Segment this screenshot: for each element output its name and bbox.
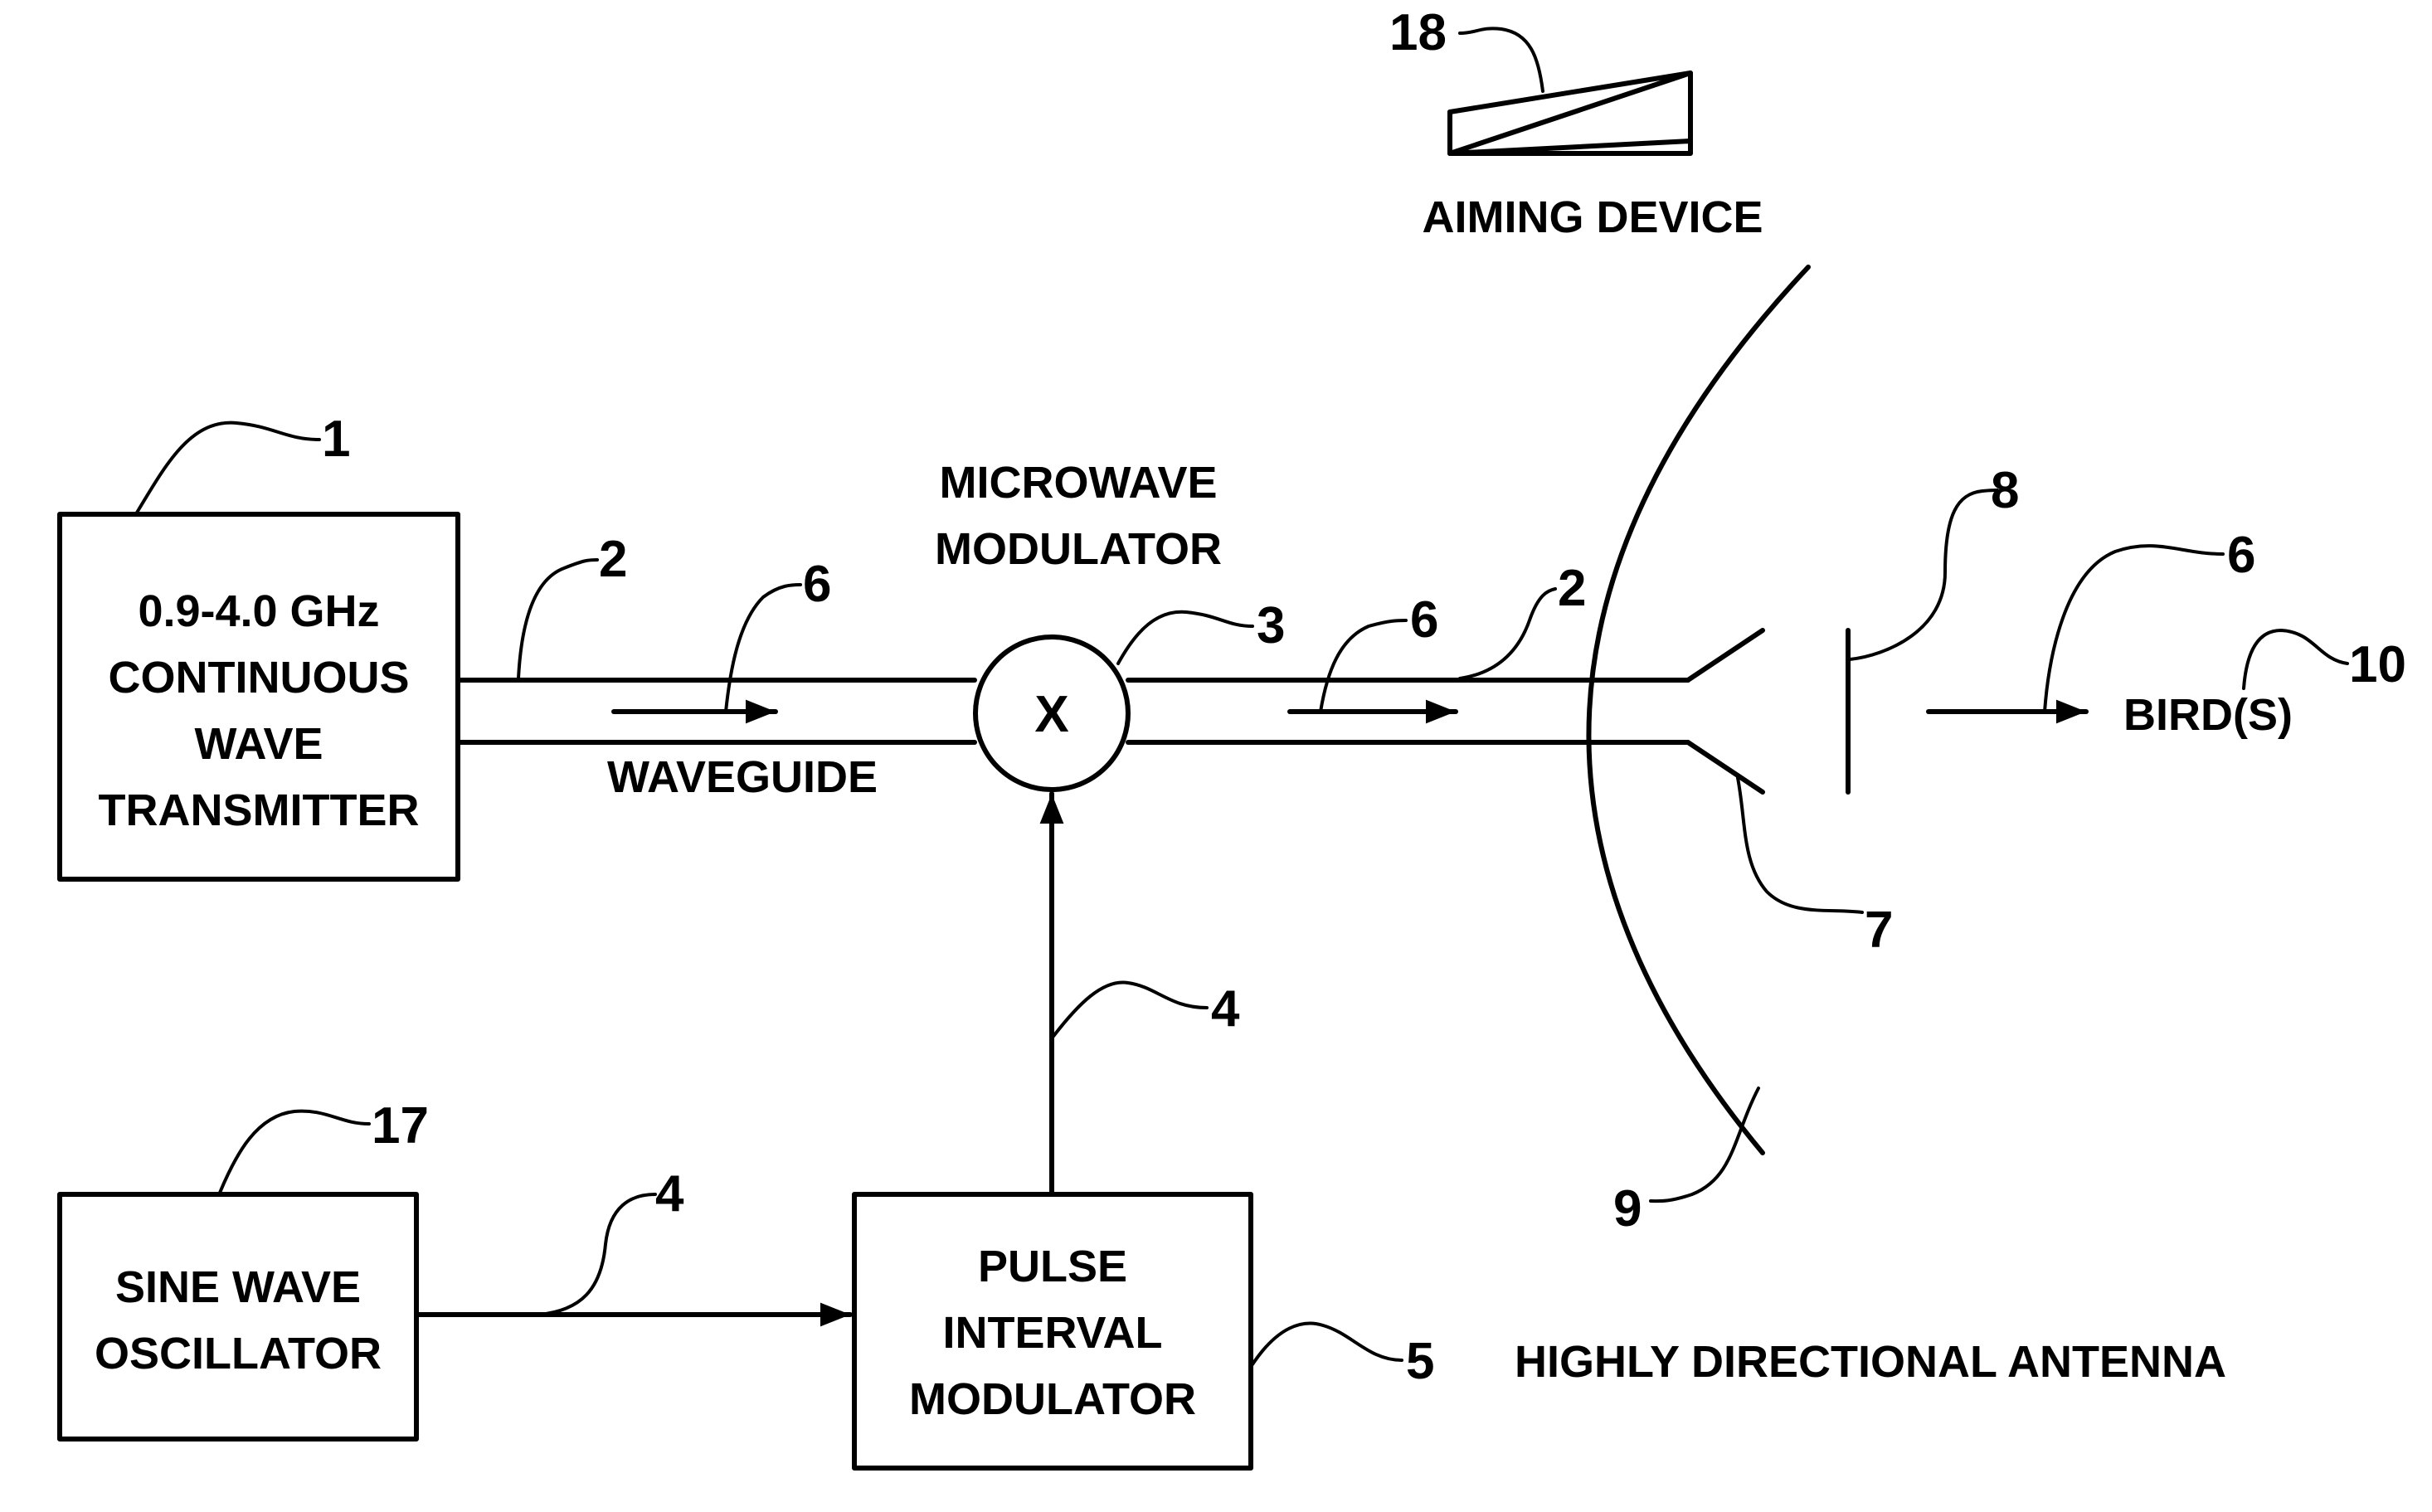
ref-number: 3 — [1257, 597, 1285, 654]
ref-callout-9: 9 — [1613, 1087, 1760, 1237]
ref-number: 5 — [1406, 1333, 1434, 1390]
ref-callout-10: 10 — [2242, 628, 2406, 693]
ref-callout-5: 5 — [1251, 1321, 1434, 1390]
ref-callout-6-output: 6 — [1319, 591, 1438, 713]
oscillator-line-1: SINE WAVE — [115, 1262, 361, 1312]
microwave-modulator: MICROWAVE MODULATOR X — [935, 458, 1222, 792]
transmitter-line-1: 0.9-4.0 GHz — [138, 586, 379, 636]
ref-callout-7: 7 — [1736, 776, 1893, 959]
transmitter-line-2: CONTINUOUS — [109, 653, 410, 703]
ref-number: 7 — [1865, 902, 1893, 959]
transmitter-line-3: WAVE — [194, 719, 323, 769]
ref-number: 18 — [1389, 4, 1447, 61]
oscillator-line-2: OSCILLATOR — [95, 1329, 382, 1378]
transmitter-block: 0.9-4.0 GHz CONTINUOUS WAVE TRANSMITTER — [57, 512, 460, 882]
ref-number: 4 — [655, 1165, 684, 1223]
ref-number: 17 — [372, 1097, 429, 1155]
ref-callout-2-input: 2 — [517, 531, 627, 680]
waveguide-label: WAVEGUIDE — [607, 752, 878, 802]
pulse-modulator-line-2: INTERVAL — [942, 1308, 1162, 1358]
ref-callout-6-input: 6 — [724, 556, 831, 713]
microwave-modulator-line-2: MODULATOR — [935, 524, 1222, 574]
bird-target-label: BIRD(S) — [2123, 690, 2293, 740]
pulse-modulator-block: PULSE INTERVAL MODULATOR — [852, 1192, 1253, 1471]
ref-number: 6 — [803, 556, 831, 613]
ref-number: 4 — [1211, 980, 1240, 1038]
ref-callout-2-output: 2 — [1458, 560, 1586, 680]
aiming-device-label: AIMING DEVICE — [1422, 192, 1763, 242]
mixer-symbol: X — [1034, 686, 1068, 743]
ref-callout-4-horizontal: 4 — [537, 1165, 684, 1316]
ref-number: 1 — [322, 411, 350, 468]
microwave-modulator-line-1: MICROWAVE — [940, 458, 1218, 508]
ref-number: 2 — [599, 531, 627, 588]
ref-number: 9 — [1613, 1180, 1642, 1237]
waveguide-input: WAVEGUIDE — [455, 678, 977, 802]
ref-callout-18: 18 — [1389, 4, 1544, 93]
ref-callout-1: 1 — [135, 411, 350, 514]
oscillator-block: SINE WAVE OSCILLATOR — [57, 1192, 419, 1442]
pulse-modulator-line-1: PULSE — [978, 1242, 1127, 1291]
ref-callout-6-beam: 6 — [2043, 527, 2255, 713]
ref-callout-8: 8 — [1848, 462, 2019, 661]
feed-horn — [1685, 628, 1765, 795]
ref-number: 6 — [1410, 591, 1438, 649]
antenna-dish — [1586, 265, 1811, 1155]
ref-number: 8 — [1991, 462, 2019, 519]
transmitter-line-4: TRANSMITTER — [99, 785, 420, 835]
antenna-label: HIGHLY DIRECTIONAL ANTENNA — [1515, 1337, 2226, 1387]
ref-callout-17: 17 — [218, 1097, 429, 1194]
ref-number: 6 — [2227, 527, 2255, 584]
ref-number: 2 — [1558, 560, 1586, 617]
ref-number: 10 — [2349, 636, 2406, 693]
ref-callout-3: 3 — [1116, 597, 1285, 665]
ref-callout-4-vertical: 4 — [1050, 980, 1240, 1040]
pulse-modulator-line-3: MODULATOR — [909, 1374, 1196, 1424]
aiming-device: AIMING DEVICE — [1422, 70, 1763, 242]
waveguide-output — [1126, 678, 1690, 745]
